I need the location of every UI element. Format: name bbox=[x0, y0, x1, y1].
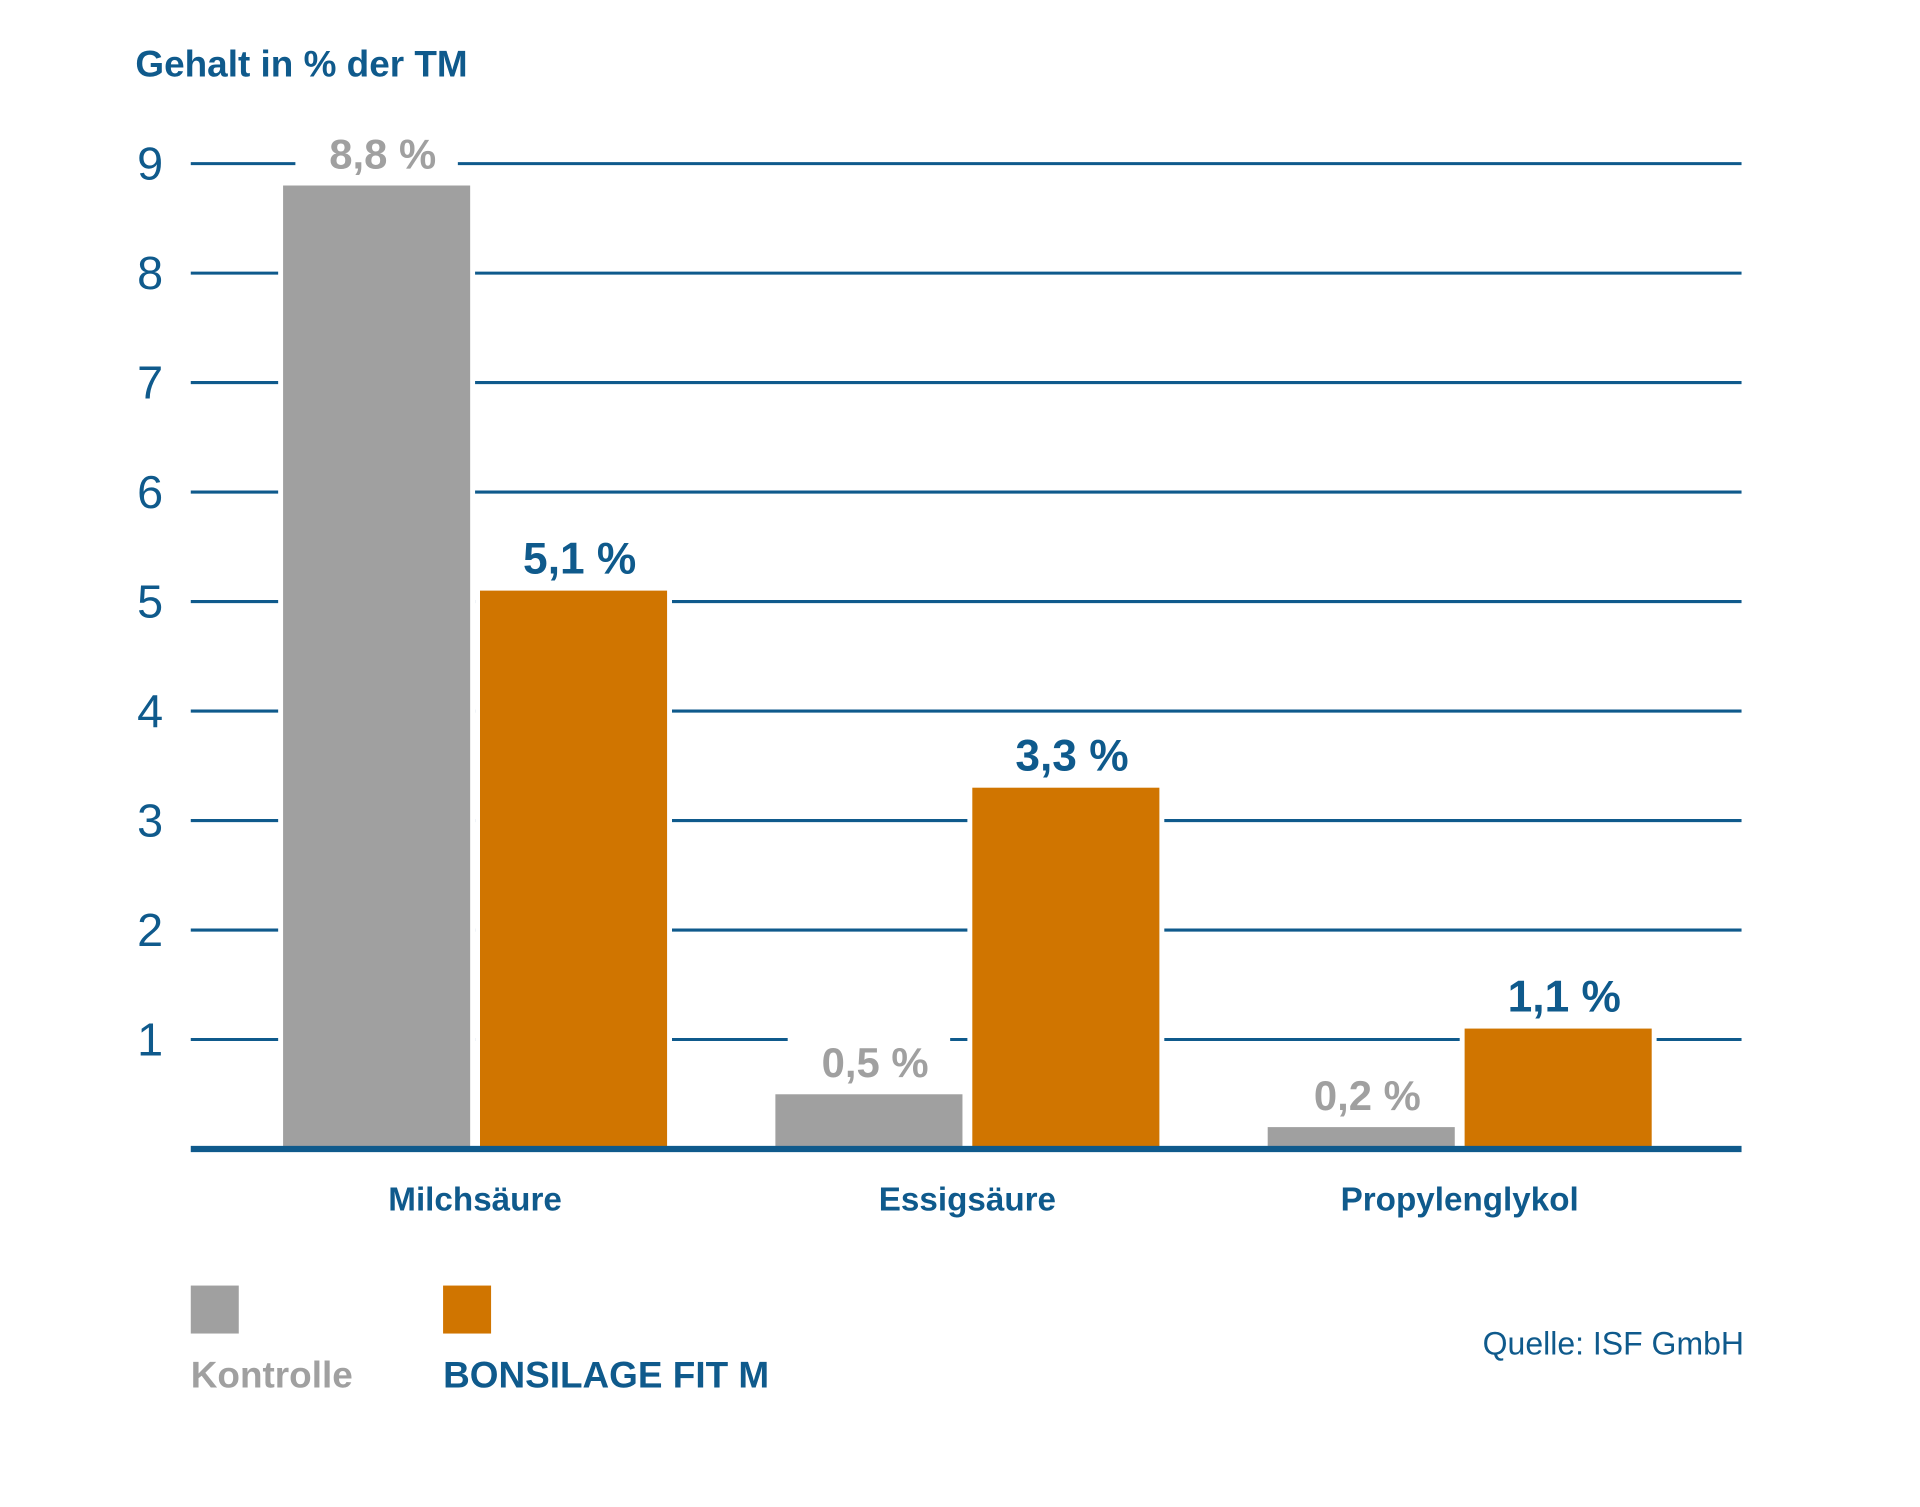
data-label-background bbox=[1280, 1068, 1443, 1123]
y-tick-label: 5 bbox=[137, 576, 163, 628]
bar bbox=[475, 585, 672, 1154]
y-tick-label: 6 bbox=[137, 466, 163, 518]
data-label: 0,5 % bbox=[822, 1039, 929, 1086]
data-label: 3,3 % bbox=[1015, 731, 1128, 780]
bar bbox=[1262, 1122, 1460, 1154]
data-label-background bbox=[492, 531, 655, 586]
legend-label: Kontrolle bbox=[191, 1355, 353, 1396]
data-label: 0,2 % bbox=[1314, 1072, 1421, 1119]
data-label: 5,1 % bbox=[523, 534, 636, 583]
y-tick-label: 4 bbox=[137, 685, 163, 737]
y-tick-label: 7 bbox=[137, 357, 163, 409]
y-tick-label: 9 bbox=[137, 138, 163, 190]
legend-swatch bbox=[443, 1285, 492, 1334]
bar bbox=[770, 1089, 968, 1154]
data-label: 8,8 % bbox=[329, 130, 436, 177]
data-label-background bbox=[1476, 969, 1640, 1024]
legend-label: BONSILAGE FIT M bbox=[443, 1355, 769, 1396]
x-category-label: Essigsäure bbox=[879, 1182, 1056, 1219]
data-label: 1,1 % bbox=[1508, 972, 1621, 1021]
data-label-background bbox=[295, 126, 458, 181]
source-note: Quelle: ISF GmbH bbox=[1483, 1325, 1744, 1361]
x-category-label: Milchsäure bbox=[388, 1182, 562, 1219]
data-label-background bbox=[984, 728, 1148, 783]
x-category-label: Propylenglykol bbox=[1341, 1182, 1579, 1219]
y-tick-label: 3 bbox=[137, 795, 163, 847]
y-tick-label: 8 bbox=[137, 247, 163, 299]
bar bbox=[278, 180, 476, 1154]
bar bbox=[1459, 1023, 1657, 1154]
legend-swatch bbox=[190, 1285, 239, 1334]
y-tick-label: 2 bbox=[137, 904, 163, 956]
bar bbox=[967, 782, 1165, 1154]
y-tick-label: 1 bbox=[137, 1014, 163, 1066]
data-label-background bbox=[787, 1035, 951, 1090]
y-axis-title: Gehalt in % der TM bbox=[135, 43, 467, 84]
